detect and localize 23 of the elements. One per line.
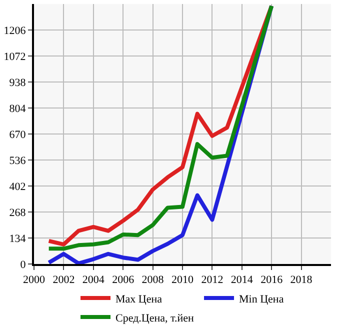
y-tick-label: 804 [9,102,26,115]
y-tick-label: 536 [9,154,26,167]
x-tick-label: 2014 [230,274,254,286]
y-tick-label: 134 [9,232,26,245]
x-tick-label: 2004 [82,274,105,286]
y-tick-label: 938 [9,76,26,89]
legend-label: Сред.Цена, т.йен [116,312,194,324]
x-tick-label: 2012 [201,274,224,286]
x-tick-label: 2006 [112,274,135,286]
x-tick-label: 2010 [172,274,194,286]
x-tick-label: 2000 [23,274,46,286]
x-tick-label: 2008 [142,274,164,286]
legend-label: Min Цена [239,293,284,306]
y-tick-label: 1072 [4,50,26,63]
x-tick-label: 2018 [290,274,313,286]
y-tick-label: 402 [9,180,26,193]
x-tick-label: 2002 [52,274,75,286]
legend-label: Max Цена [116,293,162,306]
y-tick-label: 268 [9,206,26,219]
x-tick-label: 2016 [260,274,284,286]
y-tick-label: 1206 [4,24,26,37]
y-tick-label: 670 [9,128,26,141]
y-tick-label: 0 [20,258,26,271]
